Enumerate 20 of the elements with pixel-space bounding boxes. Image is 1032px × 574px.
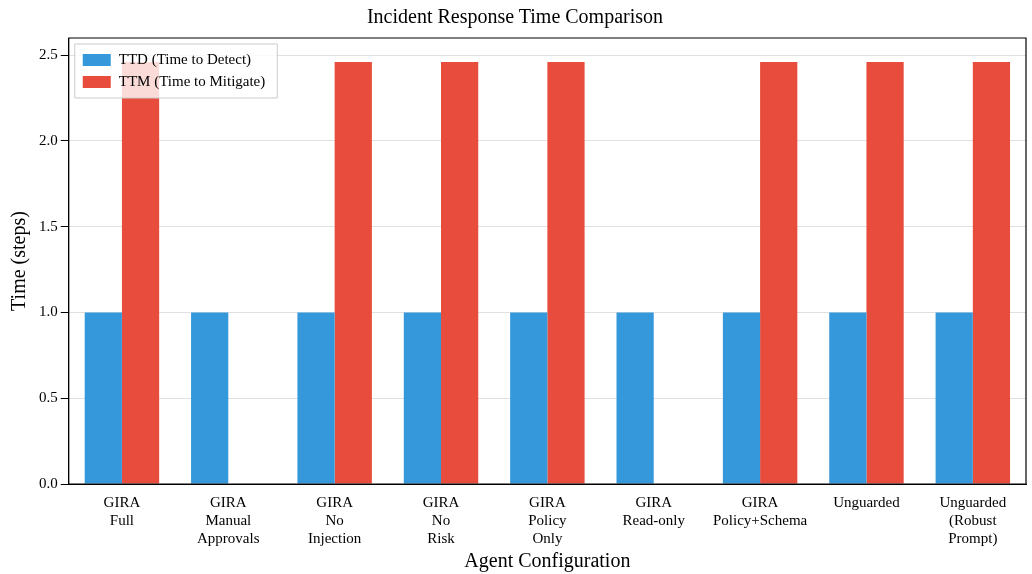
legend-label: TTD (Time to Detect) [118, 50, 252, 68]
x-axis-title: Agent Configuration [464, 549, 631, 573]
x-tick-label: Unguarded (Robust Prompt) [939, 493, 1007, 547]
x-tick-label: GIRA Read-only [622, 493, 686, 528]
legend-label: TTM (Time to Mitigate) [118, 72, 266, 90]
y-tick-label: 0.5 [39, 389, 58, 406]
y-tick-label: 2.5 [39, 46, 58, 63]
x-tick-label: Unguarded [833, 493, 901, 510]
y-tick-label: 0.0 [39, 474, 58, 491]
y-tick-label: 1.0 [39, 303, 58, 320]
x-tick-label: GIRA No Injection [307, 493, 362, 546]
x-tick-label: GIRA Manual Approvals [197, 493, 260, 546]
y-tick-label: 2.0 [39, 131, 58, 148]
y-tick-label: 1.5 [39, 217, 58, 234]
x-tick-label: GIRA Full [103, 493, 141, 528]
x-tick-label: GIRA No Risk [422, 493, 460, 546]
x-tick-label: GIRA Policy+Schema [712, 493, 808, 528]
y-axis-title: Time (steps) [7, 211, 31, 311]
x-tick-label: GIRA Policy Only [528, 493, 568, 546]
chart-title: Incident Response Time Comparison [366, 5, 664, 29]
